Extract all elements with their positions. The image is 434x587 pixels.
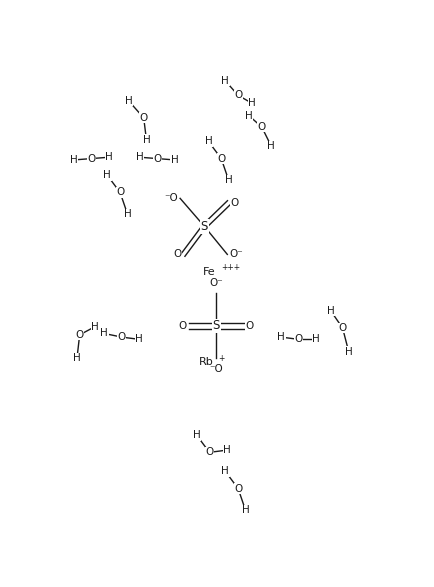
Text: +: + [217,354,224,363]
Text: H: H [135,152,143,162]
Text: H: H [277,332,284,342]
Text: H: H [326,306,334,316]
Text: O⁻: O⁻ [229,249,243,259]
Text: H: H [312,335,319,345]
Text: H: H [105,152,112,162]
Text: Fe: Fe [202,266,215,276]
Text: H: H [224,176,232,185]
Text: S: S [212,319,219,332]
Text: O: O [173,249,181,259]
Text: H: H [244,110,252,121]
Text: ⁻O: ⁻O [164,193,178,203]
Text: O: O [116,187,124,197]
Text: O: O [257,122,265,132]
Text: O: O [245,321,253,331]
Text: O: O [87,154,95,164]
Text: O: O [178,321,186,331]
Text: H: H [142,134,150,144]
Text: O: O [217,154,225,164]
Text: H: H [103,170,111,180]
Text: Rb: Rb [199,357,214,367]
Text: O: O [76,330,84,340]
Text: +++: +++ [221,264,240,272]
Text: H: H [192,430,200,440]
Text: H: H [241,505,249,515]
Text: ⁻O: ⁻O [209,364,223,374]
Text: O: O [233,484,242,494]
Text: H: H [70,155,78,165]
Text: H: H [344,346,352,356]
Text: H: H [123,209,131,219]
Text: H: H [125,96,132,106]
Text: O: O [139,113,148,123]
Text: H: H [135,335,143,345]
Text: H: H [223,445,230,455]
Text: H: H [73,353,81,363]
Text: H: H [221,466,229,477]
Text: O: O [338,323,346,333]
Text: H: H [100,329,108,339]
Text: O: O [153,154,161,164]
Text: H: H [221,76,229,86]
Text: O: O [205,447,213,457]
Text: H: H [91,322,99,332]
Text: H: H [266,141,274,151]
Text: O: O [233,90,242,100]
Text: O: O [230,198,238,208]
Text: O: O [294,335,302,345]
Text: S: S [200,220,207,233]
Text: O: O [118,332,125,342]
Text: H: H [204,136,212,146]
Text: H: H [248,99,256,109]
Text: O⁻: O⁻ [209,278,223,288]
Text: H: H [171,155,178,165]
